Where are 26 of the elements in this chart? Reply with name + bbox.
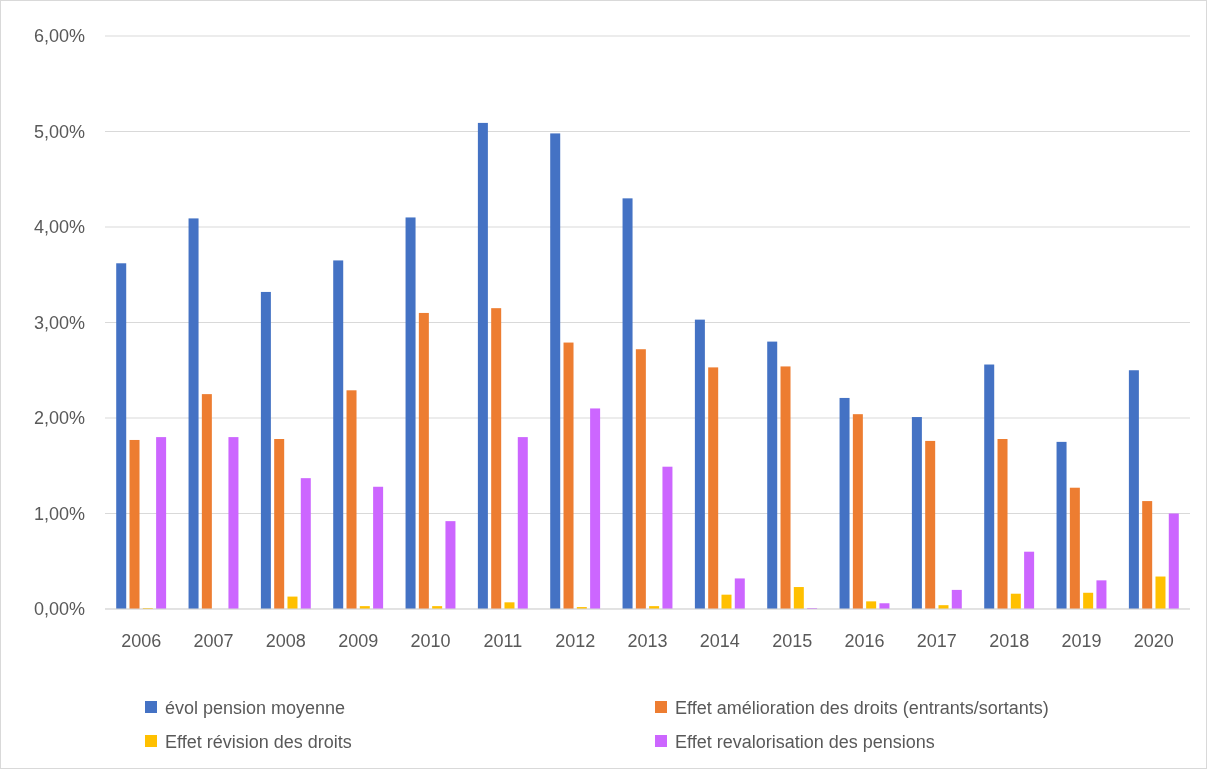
x-tick-label: 2016 [844, 631, 885, 651]
x-tick-label: 2018 [989, 631, 1030, 651]
x-tick-label: 2011 [483, 631, 523, 651]
x-tick-label: 2019 [1061, 631, 1102, 651]
legend-label: évol pension moyenne [165, 698, 346, 719]
x-tick-label: 2012 [555, 631, 596, 651]
x-tick-label: 2014 [699, 631, 740, 651]
x-tick-label: 2007 [193, 631, 234, 651]
x-tick-label: 2017 [916, 631, 957, 651]
x-tick-label: 2006 [121, 631, 162, 651]
y-tick-label: 6,00% [33, 26, 85, 47]
x-tick-label: 2015 [772, 631, 813, 651]
legend-label: Effet révision des droits [165, 732, 352, 753]
legend-label: Effet amélioration des droits (entrants/sortants) [675, 698, 1049, 719]
x-tick-label: 2009 [338, 631, 379, 651]
x-tick-label: 2013 [627, 631, 668, 651]
legend-label: Effet revalorisation des pensions [675, 732, 935, 753]
y-tick-label: 3,00% [33, 312, 85, 333]
y-tick-label: 4,00% [33, 217, 85, 238]
x-tick-label: 2008 [265, 631, 306, 651]
x-tick-label: 2010 [410, 631, 451, 651]
y-tick-label: 2,00% [33, 408, 85, 429]
y-tick-label: 0,00% [33, 599, 85, 620]
y-tick-label: 5,00% [33, 121, 85, 142]
y-tick-label: 1,00% [33, 503, 85, 524]
x-tick-label: 2020 [1133, 631, 1174, 651]
